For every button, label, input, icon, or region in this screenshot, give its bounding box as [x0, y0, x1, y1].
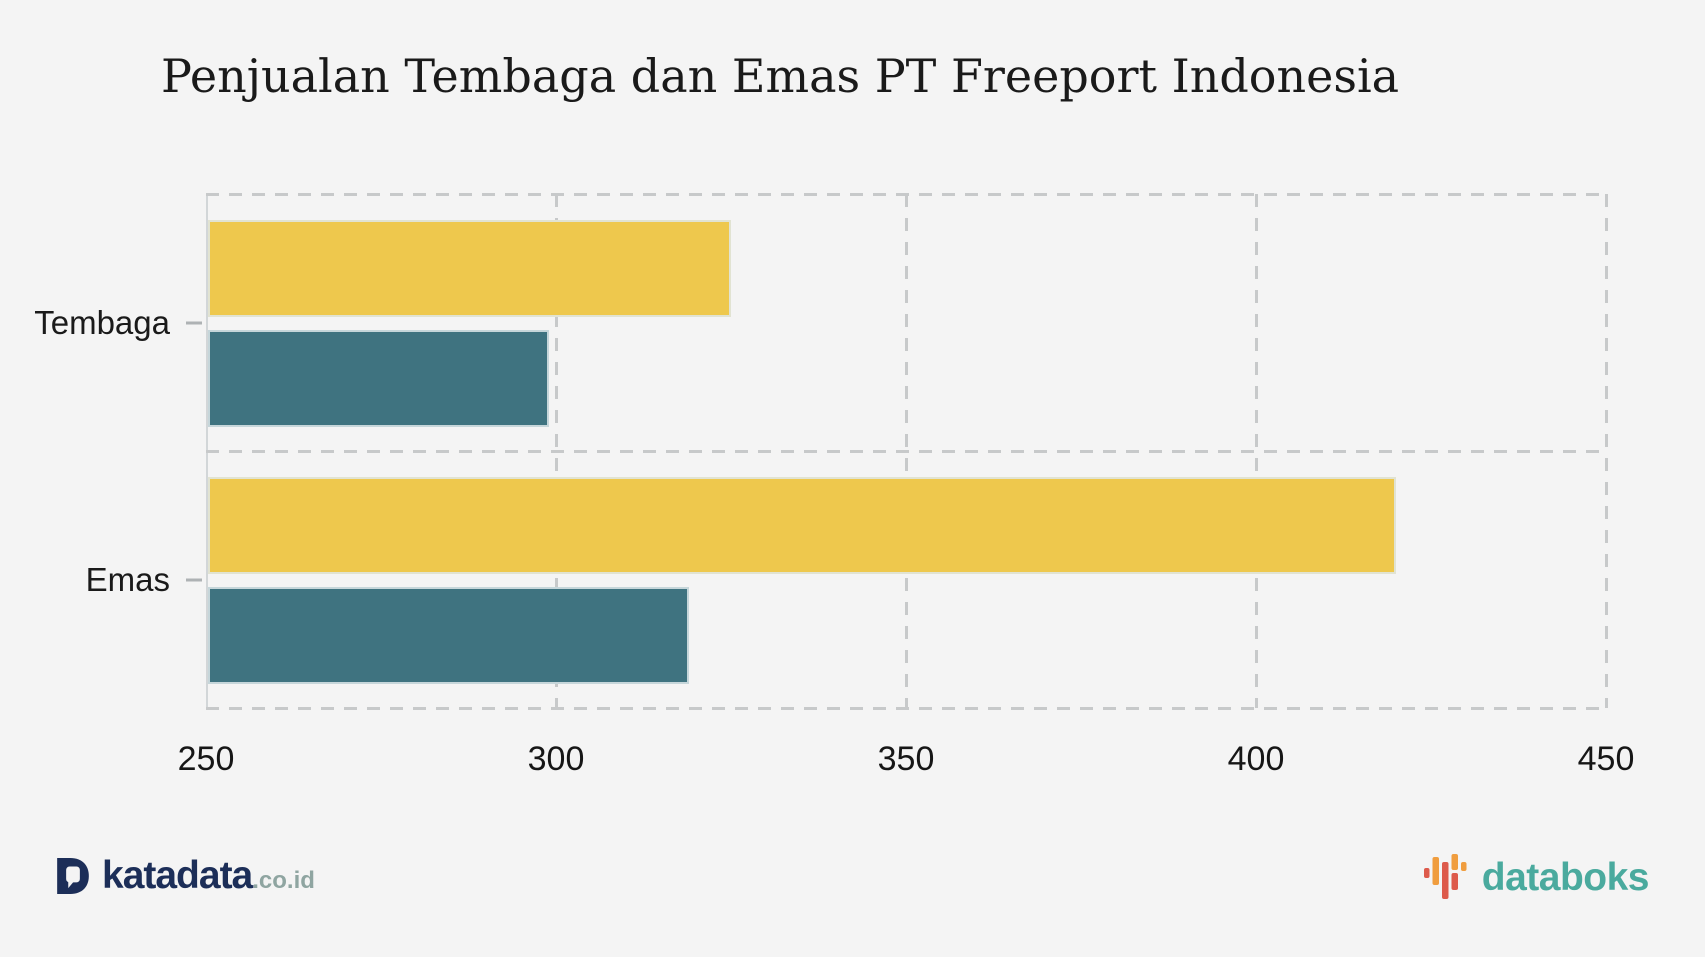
databoks-logo[interactable]: databoks: [1423, 854, 1650, 901]
footer: katadata.co.id databoks: [0, 848, 1705, 928]
y-tick-label-tembaga: Tembaga: [34, 303, 170, 341]
databoks-icon: [1423, 854, 1474, 901]
katadata-icon: [55, 857, 91, 895]
katadata-logo[interactable]: katadata.co.id: [55, 856, 315, 895]
bar-tembaga-series-yellow: [208, 220, 731, 317]
y-tick-label-emas: Emas: [85, 560, 170, 598]
x-tick-label: 300: [527, 740, 585, 778]
katadata-wordmark: katadata.co.id: [102, 854, 315, 897]
x-tick-label: 400: [1227, 740, 1285, 778]
plot-border-bottom: [206, 707, 1608, 710]
bar-emas-series-teal: [208, 587, 689, 684]
databoks-wordmark: databoks: [1481, 856, 1650, 899]
gridline-vertical: [905, 194, 908, 708]
x-tick-label: 250: [177, 740, 235, 778]
plot-border-right: [1605, 194, 1608, 708]
x-tick-label: 450: [1577, 740, 1635, 778]
x-tick-label: 350: [877, 740, 935, 778]
bar-tembaga-series-teal: [208, 330, 549, 427]
plot-area: [206, 193, 1608, 710]
gridline-vertical: [1255, 194, 1258, 708]
chart-title: Penjualan Tembaga dan Emas PT Freeport I…: [161, 49, 1400, 103]
y-tick-mark: [186, 321, 202, 324]
bar-emas-series-yellow: [208, 477, 1396, 574]
gridline-vertical: [555, 194, 558, 708]
y-tick-mark: [186, 578, 202, 581]
